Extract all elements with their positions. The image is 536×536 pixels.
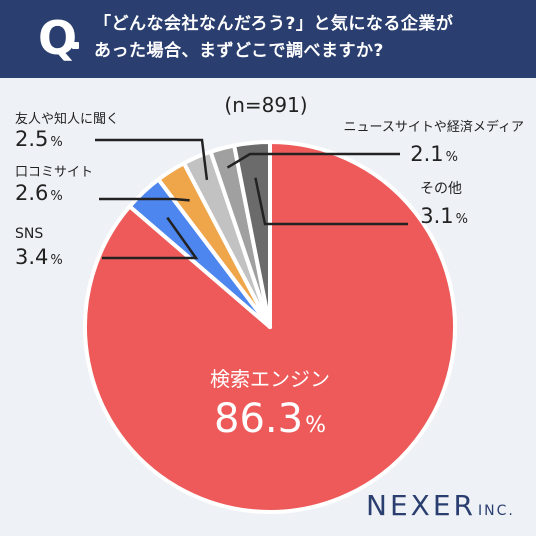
brand-suffix: INC.: [477, 503, 515, 519]
value-unit: %: [456, 212, 468, 227]
value-unit: %: [50, 253, 62, 268]
question-line-1: 「どんな会社なんだろう?」と気になる企業が: [94, 14, 454, 34]
question-line-2: あった場合、まずどこで調べますか?: [94, 41, 384, 61]
pie-slices: [83, 140, 457, 514]
brand-name: NEXER: [366, 489, 476, 522]
value-other: 3.1%: [420, 204, 468, 228]
value-number: 3.1: [420, 204, 453, 228]
sample-size-note: (n=891): [224, 93, 307, 117]
leader-ask-acquaintance: [95, 138, 209, 181]
brand-logo: NEXER INC.: [366, 489, 515, 522]
label-news-media: ニュースサイトや経済メディア: [344, 119, 524, 135]
label-search-engine: 検索エンジン: [210, 367, 330, 391]
value-number: 2.1: [410, 142, 443, 166]
label-sns: SNS: [15, 226, 43, 242]
value-ask-acquaintance: 2.5%: [15, 127, 63, 151]
value-unit: %: [305, 413, 326, 438]
label-other: その他: [420, 181, 462, 197]
value-unit: %: [446, 150, 458, 165]
leader-other: [254, 177, 408, 226]
value-word-of-mouth-site: 2.6%: [15, 181, 63, 205]
value-number: 2.5: [15, 127, 48, 151]
leader-sns: [102, 216, 199, 260]
question-header: Q 「どんな会社なんだろう?」と気になる企業が あった場合、まずどこで調べますか…: [0, 0, 536, 78]
q-mark: Q: [38, 11, 78, 65]
label-word-of-mouth-site: 口コミサイト: [15, 165, 93, 180]
value-number: 2.6: [15, 181, 48, 205]
leader-lines: [95, 138, 408, 260]
slice-other: [232, 140, 272, 329]
value-sns: 3.4%: [15, 245, 63, 269]
value-unit: %: [50, 189, 62, 204]
value-number: 86.3: [214, 396, 303, 442]
value-unit: %: [50, 135, 62, 150]
value-news-media: 2.1%: [410, 142, 458, 166]
value-search-engine: 86.3%: [214, 396, 326, 442]
leader-news-media: [226, 152, 400, 169]
leader-word-of-mouth-site: [99, 197, 190, 202]
q-dot: [72, 42, 79, 49]
value-number: 3.4: [15, 245, 48, 269]
question-text: 「どんな会社なんだろう?」と気になる企業が あった場合、まずどこで調べますか?: [94, 11, 524, 65]
label-ask-acquaintance: 友人や知人に聞く: [15, 111, 119, 127]
